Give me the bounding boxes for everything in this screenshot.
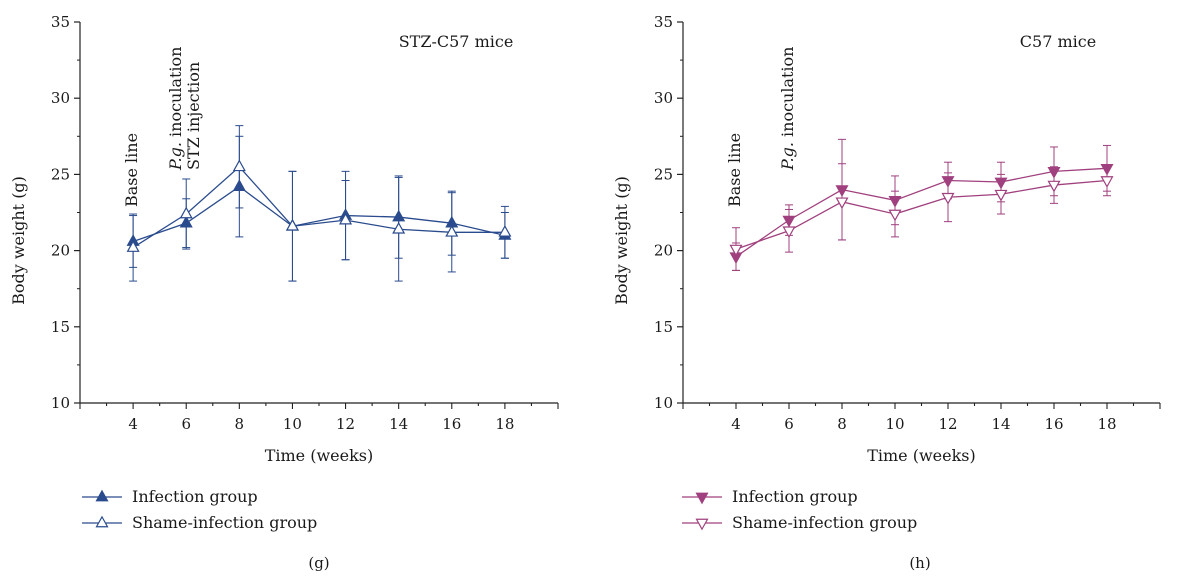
- data-point: [285, 218, 299, 231]
- data-point: [782, 226, 796, 239]
- y-tick-label: 15: [51, 318, 70, 336]
- data-point: [835, 197, 849, 210]
- data-point: [445, 224, 459, 237]
- x-tick-label: 10: [885, 415, 904, 433]
- data-point: [729, 244, 743, 257]
- y-tick-label: 30: [51, 89, 70, 107]
- y-tick-label: 20: [654, 242, 673, 260]
- data-point: [339, 212, 353, 225]
- data-point: [941, 192, 955, 205]
- panel-caption: (h): [909, 554, 930, 572]
- x-tick-label: 6: [181, 415, 191, 433]
- legend-marker: [695, 492, 709, 505]
- chart-annotation: C57 mice: [1020, 32, 1096, 51]
- x-axis-title: Time (weeks): [867, 446, 976, 465]
- legend-label: Shame-infection group: [132, 513, 317, 532]
- x-tick-label: 10: [283, 415, 302, 433]
- event-label: P.g. inoculation: [166, 47, 185, 171]
- y-axis-title: Body weight (g): [612, 176, 631, 305]
- data-point: [232, 159, 246, 172]
- y-tick-label: 10: [51, 394, 70, 412]
- panel-caption: (g): [308, 554, 329, 572]
- data-point: [994, 189, 1008, 202]
- data-point: [392, 221, 406, 234]
- data-point: [126, 240, 140, 252]
- data-point: [179, 206, 193, 219]
- y-tick-label: 25: [654, 165, 673, 183]
- x-axis-title: Time (weeks): [265, 446, 374, 465]
- chart-panel-1: 10 15 20 25 30 35 4 6 8 10 12 14 16 18 Time (weeks) Bod…: [9, 13, 559, 572]
- data-point: [1100, 176, 1114, 188]
- y-tick-label: 30: [654, 89, 673, 107]
- series-line: [132, 165, 505, 249]
- y-axis-title: Body weight (g): [9, 176, 28, 305]
- data-point: [498, 224, 512, 237]
- legend-label: Infection group: [732, 487, 858, 506]
- y-tick-label: 15: [654, 318, 673, 336]
- x-tick-label: 18: [495, 415, 514, 433]
- series-2: [729, 163, 1114, 271]
- series-line: [735, 167, 1108, 258]
- series-line: [132, 185, 506, 243]
- y-tick-label: 35: [51, 13, 70, 31]
- y-tick-label: 10: [654, 394, 673, 412]
- data-point: [1047, 180, 1061, 193]
- chart-annotation: STZ-C57 mice: [399, 32, 514, 51]
- chart-panel-2: 10 15 20 25 30 35 4 6 8 10 12 14 16 18 Time (weeks) Bod…: [612, 13, 1161, 572]
- legend-marker: [95, 489, 109, 502]
- event-label: Base line: [725, 133, 744, 207]
- legend-marker: [695, 518, 709, 531]
- y-tick-label: 25: [51, 165, 70, 183]
- series-line: [735, 179, 1108, 250]
- x-tick-label: 14: [991, 415, 1010, 433]
- data-point: [888, 209, 902, 222]
- x-tick-label: 8: [837, 415, 847, 433]
- legend-marker: [95, 515, 109, 528]
- x-tick-label: 4: [128, 415, 138, 433]
- x-tick-label: 4: [731, 415, 741, 433]
- series-2: [126, 125, 512, 282]
- x-tick-label: 12: [336, 415, 355, 433]
- x-tick-label: 14: [389, 415, 408, 433]
- legend-label: Infection group: [132, 487, 258, 506]
- x-tick-label: 16: [442, 415, 461, 433]
- x-tick-label: 8: [235, 415, 245, 433]
- legend-label: Shame-infection group: [732, 513, 917, 532]
- y-tick-label: 20: [51, 242, 70, 260]
- x-tick-label: 6: [784, 415, 794, 433]
- x-tick-label: 16: [1044, 415, 1063, 433]
- event-label: Base line: [122, 133, 141, 207]
- event-label: STZ injection: [184, 62, 203, 170]
- x-tick-label: 18: [1097, 415, 1116, 433]
- x-tick-label: 12: [938, 415, 957, 433]
- y-tick-label: 35: [654, 13, 673, 31]
- event-label: P.g. inoculation: [778, 47, 797, 171]
